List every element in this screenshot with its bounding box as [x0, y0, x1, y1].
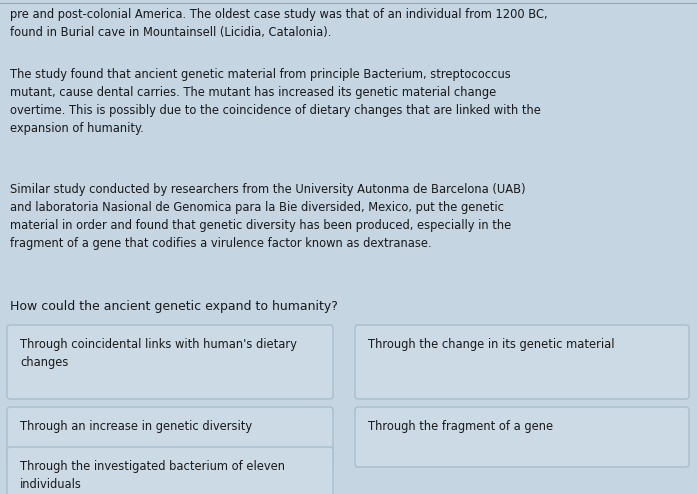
Text: Through the investigated bacterium of eleven
individuals: Through the investigated bacterium of el…: [20, 460, 285, 491]
Text: pre and post-colonial America. The oldest case study was that of an individual f: pre and post-colonial America. The oldes…: [10, 8, 548, 39]
FancyBboxPatch shape: [355, 407, 689, 467]
FancyBboxPatch shape: [7, 325, 333, 399]
Text: Similar study conducted by researchers from the University Autonma de Barcelona : Similar study conducted by researchers f…: [10, 183, 526, 250]
Text: How could the ancient genetic expand to humanity?: How could the ancient genetic expand to …: [10, 300, 338, 313]
FancyBboxPatch shape: [7, 447, 333, 494]
Text: The study found that ancient genetic material from principle Bacterium, streptoc: The study found that ancient genetic mat…: [10, 68, 541, 135]
Text: Through coincidental links with human's dietary
changes: Through coincidental links with human's …: [20, 338, 297, 369]
FancyBboxPatch shape: [355, 325, 689, 399]
Text: Through the change in its genetic material: Through the change in its genetic materi…: [368, 338, 615, 351]
Text: Through an increase in genetic diversity: Through an increase in genetic diversity: [20, 420, 252, 433]
FancyBboxPatch shape: [7, 407, 333, 467]
Text: Through the fragment of a gene: Through the fragment of a gene: [368, 420, 553, 433]
